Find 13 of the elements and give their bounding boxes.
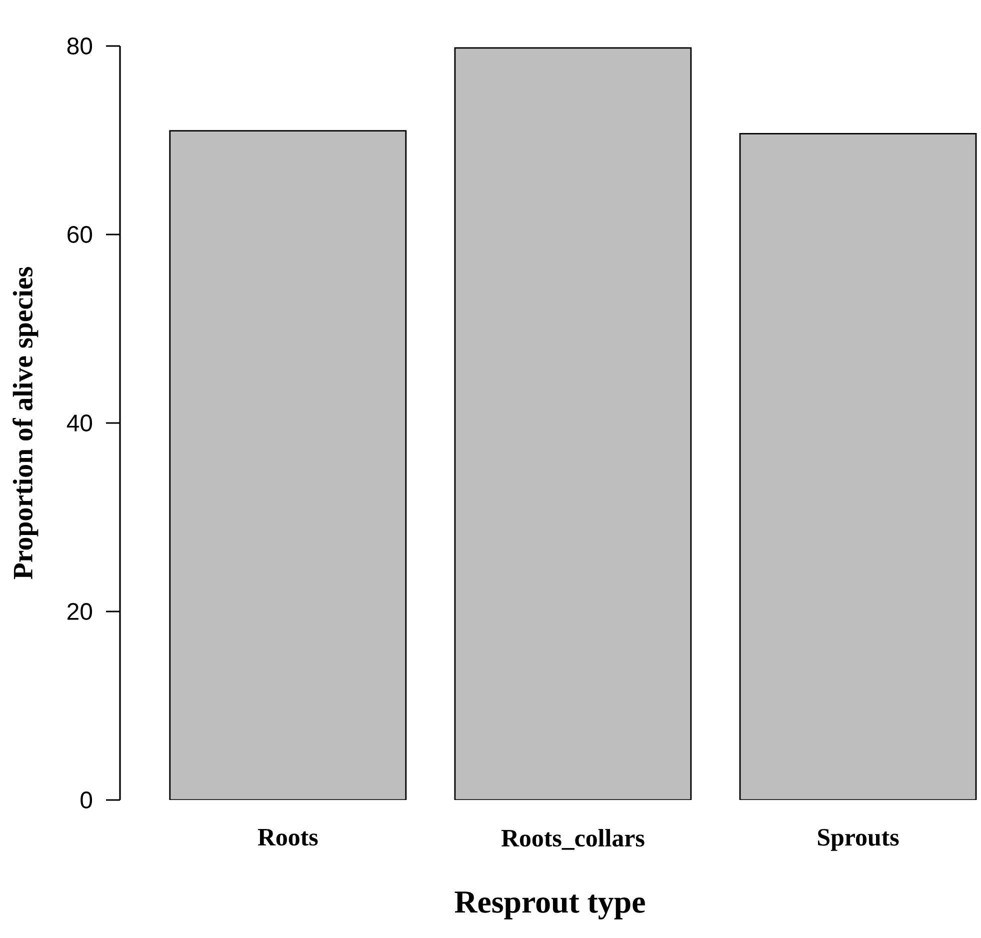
y-tick-label: 20 [68,603,92,620]
x-tick-label: Sprouts [818,829,899,851]
x-tick-label: Roots [258,829,318,846]
y-tick-label: 0 [80,792,92,808]
x-tick-label: Roots_collars [501,829,644,850]
y-tick-label: 80 [67,38,92,54]
y-tick-label: 60 [68,226,92,243]
bar [169,130,407,800]
bar [454,47,692,800]
y-tick-label: 40 [66,414,92,432]
bar [739,132,977,800]
y-axis-title: Proportion of alive species [12,267,38,580]
x-axis-title: Resprout type [454,892,645,920]
